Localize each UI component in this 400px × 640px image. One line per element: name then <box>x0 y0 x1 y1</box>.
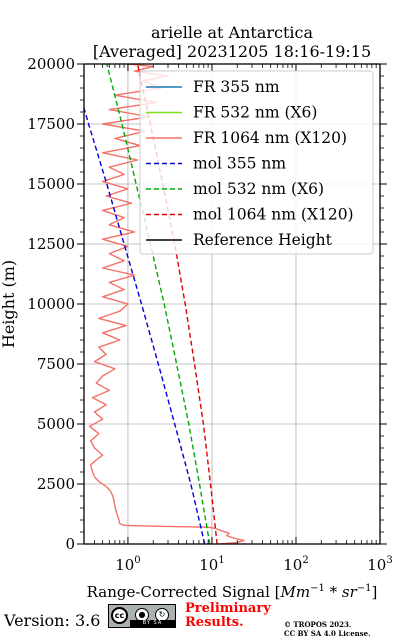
series-layer <box>84 64 245 544</box>
series-line-2 <box>88 64 245 544</box>
x-tick-labels: 100 101 102 103 <box>115 555 393 574</box>
copyright-notice: © TROPOS 2023. CC BY SA 4.0 License. <box>284 620 371 638</box>
cc-badge-text: BY SA <box>130 620 175 627</box>
x-tick-label: 103 <box>367 555 392 574</box>
x-tick-label: 100 <box>115 555 140 574</box>
y-tick-label: 10000 <box>27 295 75 313</box>
y-tick-label: 12500 <box>27 235 75 253</box>
axis-ticks <box>77 63 387 545</box>
lidar-chart: arielle at Antarctica [Averaged] 2023120… <box>0 23 393 600</box>
legend-label-5: mol 1064 nm (X120) <box>193 206 354 224</box>
preliminary-line1: Preliminary <box>185 601 271 616</box>
chart-title: arielle at Antarctica <box>151 23 314 42</box>
y-tick-label: 5000 <box>37 415 75 433</box>
y-tick-labels: 0 2500 5000 7500 10000 12500 15000 17500 20000 <box>27 55 75 553</box>
legend: FR 355 nm FR 532 nm (X6) FR 1064 nm (X120)… <box>139 70 374 255</box>
y-tick-label: 2500 <box>37 475 75 493</box>
copyright-line2: CC BY SA 4.0 License. <box>284 629 371 638</box>
legend-label-0: FR 355 nm <box>193 78 280 96</box>
cc-license-badge: cc ● ↻ BY SA <box>108 604 176 628</box>
preliminary-line2: Results. <box>185 615 244 630</box>
series-line-4 <box>106 64 211 544</box>
legend-box <box>139 70 374 255</box>
y-tick-label: 7500 <box>37 355 75 373</box>
copyright-line1: © TROPOS 2023. <box>284 620 352 629</box>
preliminary-notice: Preliminary Results. <box>185 602 271 630</box>
legend-label-2: FR 1064 nm (X120) <box>193 129 347 147</box>
y-tick-label: 15000 <box>27 175 75 193</box>
y-tick-label: 20000 <box>27 55 75 73</box>
legend-label-6: Reference Height <box>193 231 333 249</box>
version-label: Version: 3.6 <box>4 611 101 630</box>
series-line-3 <box>84 105 206 544</box>
legend-label-4: mol 532 nm (X6) <box>193 180 324 198</box>
chart-subtitle: [Averaged] 20231205 18:16-19:15 <box>93 42 371 61</box>
x-axis-label: Range-Corrected Signal [Mm−1 * sr−1] <box>87 583 378 600</box>
y-tick-label: 17500 <box>27 115 75 133</box>
cc-icon: cc <box>111 607 128 624</box>
x-tick-label: 101 <box>199 555 224 574</box>
y-tick-label: 0 <box>65 535 75 553</box>
legend-label-3: mol 355 nm <box>193 155 286 173</box>
x-tick-label: 102 <box>283 555 308 574</box>
legend-label-1: FR 532 nm (X6) <box>193 104 317 122</box>
series-line-5 <box>136 64 218 544</box>
y-axis-label: Height (m) <box>0 260 18 348</box>
